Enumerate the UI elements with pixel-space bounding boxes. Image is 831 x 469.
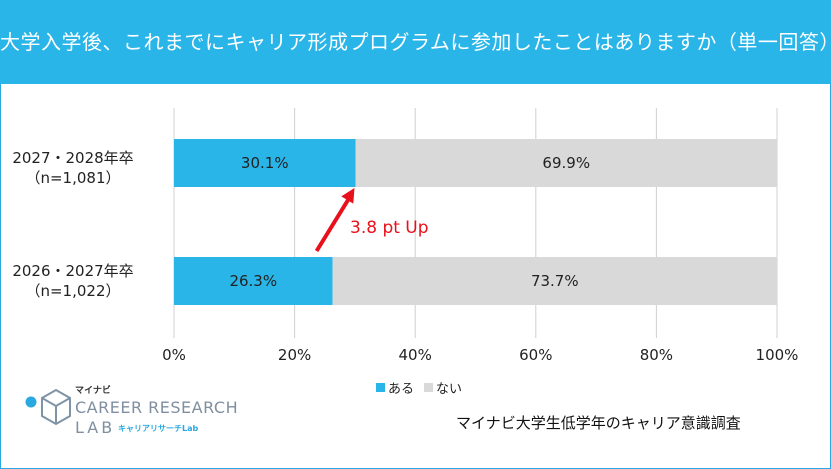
bar-aru (174, 257, 333, 305)
data-label: 30.1% (241, 154, 289, 172)
logo-brand-text: マイナビ (75, 386, 111, 396)
source-note: マイナビ大学生低学年のキャリア意識調査 (456, 414, 741, 432)
logo-subtitle: キャリアリサーチLab (118, 424, 199, 433)
cube-logo-icon (25, 388, 71, 426)
chart-title: 大学入学後、これまでにキャリア形成プログラムに参加したことはありますか（単一回答… (0, 30, 831, 54)
legend-swatch (424, 383, 434, 392)
legend-label: ある (388, 382, 415, 397)
bar-nai (332, 257, 777, 305)
data-label: 73.7% (531, 272, 579, 290)
legend-item-aru: ある (376, 378, 414, 397)
title-banner: 大学入学後、これまでにキャリア形成プログラムに参加したことはありますか（単一回答… (0, 0, 831, 84)
x-tick-label: 40% (399, 346, 432, 364)
category-label-2026-2027: 2026・2027年卒 （n=1,022） (0, 261, 148, 301)
legend-item-nai: ない (424, 378, 462, 397)
category-label-line: 2027・2028年卒 (12, 149, 134, 167)
bar-nai (355, 139, 777, 187)
data-label: 69.9% (542, 154, 590, 172)
logo-title-line1: CAREER RESEARCH (75, 398, 239, 417)
category-sample-size: （n=1,081） (25, 169, 121, 187)
legend-label: ない (436, 382, 463, 397)
category-label-2027-2028: 2027・2028年卒 （n=1,081） (0, 148, 148, 188)
category-sample-size: （n=1,022） (25, 282, 121, 300)
legend: ある ない (376, 378, 462, 397)
category-label-line: 2026・2027年卒 (12, 262, 134, 280)
x-tick-label: 0% (162, 346, 186, 364)
legend-swatch (376, 383, 385, 392)
x-tick-label: 100% (756, 346, 799, 364)
difference-annotation: 3.8 pt Up (350, 218, 429, 238)
x-tick-label: 60% (519, 346, 552, 364)
x-tick-label: 80% (640, 346, 673, 364)
bar-aru (174, 139, 356, 187)
logo-title-line2: LAB (75, 418, 116, 437)
annotation-arrow-head (341, 188, 355, 204)
career-research-lab-logo (25, 388, 71, 426)
data-label: 26.3% (229, 272, 277, 290)
annotation-arrow-shaft (314, 194, 353, 253)
x-tick-label: 20% (278, 346, 311, 364)
